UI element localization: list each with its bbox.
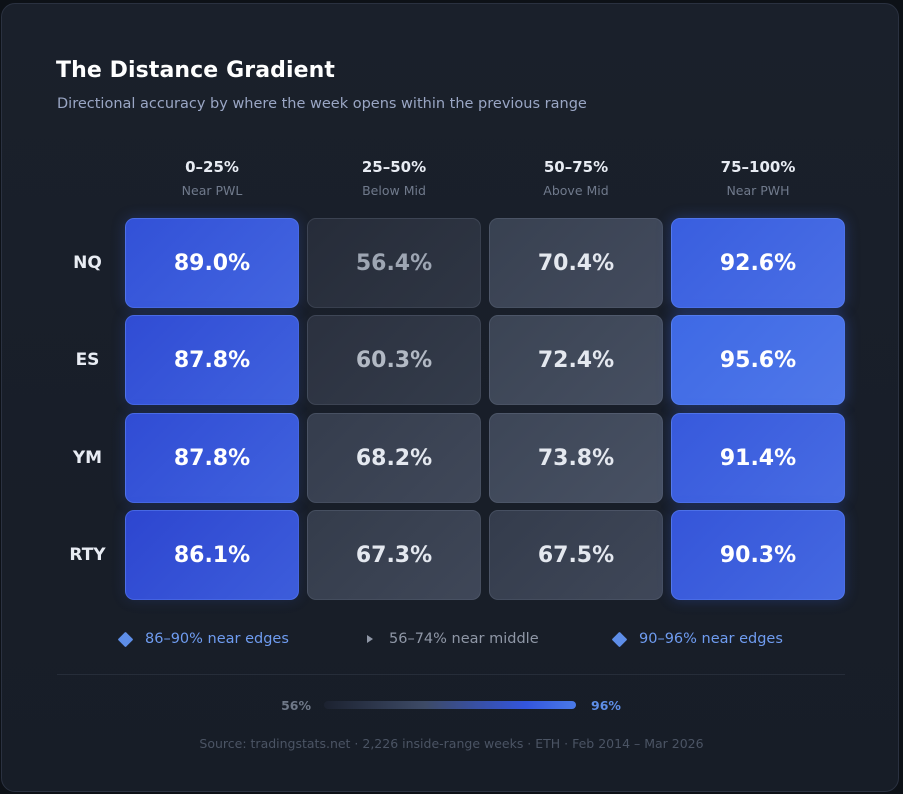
heatmap-cell-ym-2: 73.8% [489, 413, 663, 503]
heatmap-cell-es-3: 95.6% [671, 315, 845, 405]
heatmap-cell-rty-3: 90.3% [671, 510, 845, 600]
diamond-icon [117, 631, 134, 647]
heatmap-cell-nq-1: 56.4% [307, 218, 481, 308]
source-note: Source: tradingstats.net · 2,226 inside-… [199, 736, 704, 751]
heatmap-cell-es-1: 60.3% [307, 315, 481, 405]
diamond-icon [611, 631, 628, 647]
column-header-0-25: 0–25% Near PWL [125, 157, 299, 200]
heatmap-cell-nq-3: 92.6% [671, 218, 845, 308]
cell-value-label: 92.6% [719, 250, 797, 276]
cell-value-label: 89.0% [173, 250, 251, 276]
heatmap-cell-ym-1: 68.2% [307, 413, 481, 503]
cell-value-label: 90.3% [719, 542, 797, 568]
heatmap-cell-es-0: 87.8% [125, 315, 299, 405]
cell-value-label: 67.5% [537, 542, 615, 568]
column-range-label: 75–100% [720, 158, 796, 176]
column-description: Above Mid [543, 183, 609, 198]
column-range-label: 25–50% [361, 158, 427, 176]
heatmap-cell-nq-0: 89.0% [125, 218, 299, 308]
cell-value-label: 72.4% [537, 347, 615, 373]
legend-label: 86–90% near edges [145, 631, 289, 647]
legend-item-middle: 56–74% near middle [367, 629, 539, 649]
chart-subtitle: Directional accuracy by where the week o… [57, 96, 587, 112]
triangle-icon [367, 635, 373, 643]
heatmap-cell-nq-2: 70.4% [489, 218, 663, 308]
scale-min-label: 56% [281, 698, 311, 713]
row-label-ym: YM [72, 448, 103, 468]
column-header-25-50: 25–50% Below Mid [307, 157, 481, 200]
cell-value-label: 87.8% [173, 445, 251, 471]
column-range-label: 0–25% [185, 158, 239, 176]
heatmap-cell-rty-2: 67.5% [489, 510, 663, 600]
column-header-50-75: 50–75% Above Mid [489, 157, 663, 200]
cell-value-label: 95.6% [719, 347, 797, 373]
cell-value-label: 87.8% [173, 347, 251, 373]
heatmap-cell-es-2: 72.4% [489, 315, 663, 405]
color-scale-bar [324, 701, 576, 709]
column-range-label: 50–75% [543, 158, 609, 176]
column-description: Near PWL [181, 183, 243, 198]
cell-value-label: 73.8% [537, 445, 615, 471]
heatmap-cell-rty-1: 67.3% [307, 510, 481, 600]
cell-value-label: 67.3% [355, 542, 433, 568]
heatmap-cell-ym-0: 87.8% [125, 413, 299, 503]
scale-max-label: 96% [591, 698, 621, 713]
legend-label: 56–74% near middle [389, 631, 539, 647]
column-description: Near PWH [726, 183, 790, 198]
cell-value-label: 60.3% [355, 347, 433, 373]
cell-value-label: 56.4% [355, 250, 433, 276]
cell-value-label: 91.4% [719, 445, 797, 471]
column-description: Below Mid [362, 183, 426, 198]
column-header-75-100: 75–100% Near PWH [671, 157, 845, 200]
row-label-nq: NQ [73, 253, 102, 273]
cell-value-label: 70.4% [537, 250, 615, 276]
chart-title: The Distance Gradient [56, 58, 336, 83]
cell-value-label: 68.2% [355, 445, 433, 471]
legend-item-low-edges: 86–90% near edges [117, 629, 289, 649]
legend-item-high-edges: 90–96% near edges [611, 629, 783, 649]
row-label-es: ES [75, 350, 100, 370]
cell-value-label: 86.1% [173, 542, 251, 568]
heatmap-cell-ym-3: 91.4% [671, 413, 845, 503]
legend-label: 90–96% near edges [639, 631, 783, 647]
heatmap-cell-rty-0: 86.1% [125, 510, 299, 600]
row-label-rty: RTY [69, 545, 106, 565]
divider [57, 674, 845, 675]
